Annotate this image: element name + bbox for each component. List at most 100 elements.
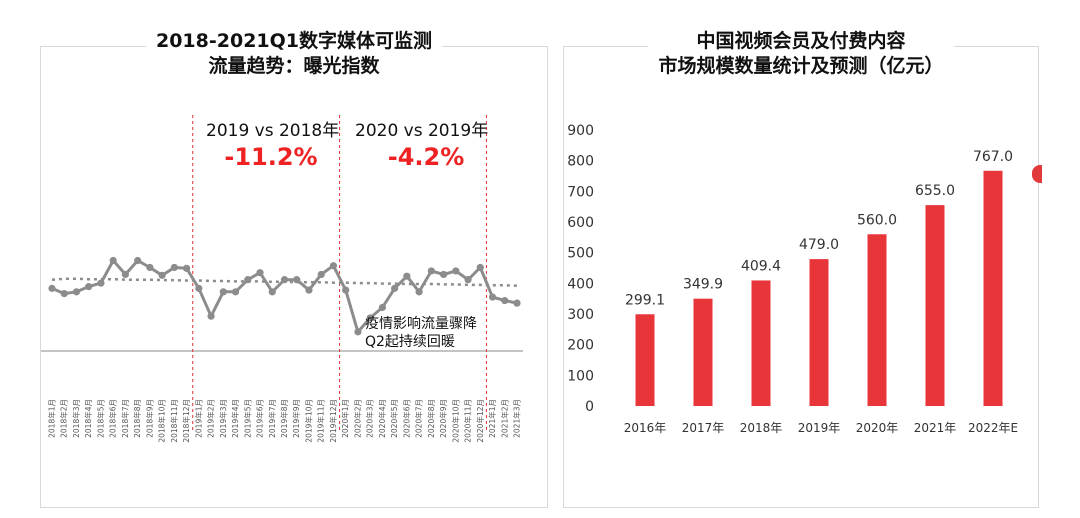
compare2-label: 2020 vs 2019年 bbox=[355, 121, 488, 141]
bar-value-label: 767.0 bbox=[973, 149, 1013, 165]
data-point-32 bbox=[439, 270, 448, 279]
x-tick-label: 2018年5月 bbox=[95, 399, 105, 438]
bar-2 bbox=[751, 280, 771, 406]
traffic-title-line1: 2018-2021Q1数字媒体可监测 bbox=[155, 30, 433, 52]
traffic-chart-title: 2018-2021Q1数字媒体可监测 流量趋势：曝光指数 bbox=[145, 29, 443, 79]
x-tick-label: 2019年8月 bbox=[279, 399, 289, 438]
data-point-22 bbox=[317, 270, 325, 279]
data-point-31 bbox=[427, 267, 435, 275]
x-category-label: 2022年E bbox=[968, 421, 1018, 435]
x-tick-label: 2021年2月 bbox=[499, 399, 509, 438]
data-point-24 bbox=[342, 286, 350, 294]
x-tick-label: 2018年4月 bbox=[83, 399, 93, 438]
data-point-28 bbox=[391, 284, 399, 292]
data-point-36 bbox=[488, 293, 497, 301]
y-tick-label: 800 bbox=[567, 154, 594, 170]
annotation-line1: 疫情影响流量骤降 bbox=[365, 316, 477, 332]
y-tick-label: 900 bbox=[567, 123, 594, 139]
bar-value-label: 299.1 bbox=[625, 292, 665, 308]
x-tick-label: 2019年7月 bbox=[267, 399, 277, 438]
accent-marker bbox=[1032, 165, 1042, 183]
x-tick-label: 2020年6月 bbox=[401, 399, 411, 438]
x-tick-label: 2018年10月 bbox=[157, 399, 167, 443]
x-tick-label: 2020年12月 bbox=[475, 399, 485, 443]
data-point-19 bbox=[280, 276, 289, 284]
x-tick-label: 2019年11月 bbox=[316, 399, 326, 443]
data-point-12 bbox=[195, 284, 203, 292]
market-chart-title: 中国视频会员及付费内容 市场规模数量统计及预测（亿元） bbox=[648, 29, 954, 79]
x-tick-label: 2018年2月 bbox=[59, 399, 69, 438]
bar-value-label: 409.4 bbox=[741, 258, 781, 274]
data-point-34 bbox=[464, 276, 472, 284]
bar-value-label: 655.0 bbox=[915, 183, 955, 199]
data-point-17 bbox=[256, 269, 264, 277]
data-point-10 bbox=[170, 263, 178, 272]
x-tick-label: 2021年1月 bbox=[487, 399, 497, 438]
data-point-16 bbox=[244, 276, 252, 284]
traffic-title-line2: 流量趋势：曝光指数 bbox=[208, 55, 380, 77]
market-title-line2: 市场规模数量统计及预测（亿元） bbox=[658, 55, 944, 77]
data-point-9 bbox=[158, 271, 166, 279]
x-tick-label: 2020年4月 bbox=[377, 399, 387, 438]
x-tick-label: 2019年12月 bbox=[328, 399, 338, 443]
data-point-30 bbox=[415, 288, 423, 296]
data-point-4 bbox=[97, 279, 105, 287]
x-category-label: 2020年 bbox=[856, 421, 899, 435]
y-tick-label: 0 bbox=[585, 399, 594, 415]
data-point-7 bbox=[134, 256, 142, 265]
x-category-label: 2021年 bbox=[914, 421, 957, 435]
data-point-1 bbox=[60, 289, 68, 298]
x-tick-label: 2018年12月 bbox=[181, 399, 191, 443]
data-point-27 bbox=[378, 303, 386, 312]
traffic-trend-panel: 2018-2021Q1数字媒体可监测 流量趋势：曝光指数 2018年1月 2018… bbox=[40, 29, 548, 508]
x-tick-label: 2020年10月 bbox=[450, 399, 460, 443]
bar-6 bbox=[983, 170, 1003, 406]
data-point-13 bbox=[207, 312, 215, 320]
x-category-label: 2016年 bbox=[624, 421, 667, 435]
x-tick-label: 2019年9月 bbox=[291, 399, 301, 438]
bar-0 bbox=[635, 314, 655, 406]
market-size-panel: 中国视频会员及付费内容 市场规模数量统计及预测（亿元） 0 100 200 300 40… bbox=[563, 29, 1042, 508]
compare2-value: -4.2% bbox=[388, 143, 465, 171]
data-point-11 bbox=[183, 264, 191, 272]
x-tick-label: 2019年3月 bbox=[218, 399, 228, 438]
x-tick-label: 2020年3月 bbox=[365, 399, 375, 438]
x-tick-label: 2018年3月 bbox=[71, 399, 81, 438]
data-point-18 bbox=[268, 288, 276, 296]
x-category-label: 2019年 bbox=[798, 421, 841, 435]
x-tick-label: 2020年1月 bbox=[340, 399, 350, 438]
bar-1 bbox=[693, 298, 713, 406]
x-tick-label: 2018年6月 bbox=[108, 399, 118, 438]
bar-value-label: 479.0 bbox=[799, 237, 839, 253]
y-tick-label: 500 bbox=[567, 246, 594, 262]
data-point-15 bbox=[231, 288, 240, 296]
y-tick-label: 300 bbox=[567, 307, 594, 323]
x-tick-label: 2020年9月 bbox=[438, 399, 448, 438]
x-tick-label: 2020年7月 bbox=[414, 399, 424, 438]
compare1-value: -11.2% bbox=[224, 143, 317, 171]
bar-5 bbox=[925, 205, 945, 406]
data-point-21 bbox=[305, 286, 313, 294]
data-point-29 bbox=[403, 272, 411, 280]
x-tick-label: 2018年1月 bbox=[47, 399, 57, 438]
x-tick-label: 2019年1月 bbox=[193, 399, 203, 438]
x-tick-label: 2019年10月 bbox=[303, 399, 313, 443]
y-tick-label: 700 bbox=[567, 184, 594, 200]
x-category-label: 2018年 bbox=[740, 421, 783, 435]
data-point-8 bbox=[146, 263, 154, 272]
data-point-25 bbox=[354, 328, 362, 336]
annotation-line2: Q2起持续回暖 bbox=[365, 333, 455, 350]
bar-3 bbox=[809, 259, 829, 406]
market-bar-chart: 0 100 200 300 400 500 600 700 800 900 299.1 2016年 34… bbox=[567, 123, 1018, 435]
x-tick-label: 2019年6月 bbox=[255, 399, 265, 438]
data-point-23 bbox=[329, 262, 338, 270]
y-tick-label: 200 bbox=[567, 338, 594, 354]
x-tick-label: 2020年2月 bbox=[352, 399, 362, 438]
data-point-2 bbox=[72, 288, 81, 296]
y-tick-label: 600 bbox=[567, 215, 594, 231]
x-tick-label: 2019年4月 bbox=[230, 399, 240, 438]
data-point-20 bbox=[293, 276, 301, 284]
data-point-35 bbox=[476, 263, 484, 272]
data-point-0 bbox=[48, 284, 56, 292]
x-tick-label: 2020年8月 bbox=[426, 399, 436, 438]
